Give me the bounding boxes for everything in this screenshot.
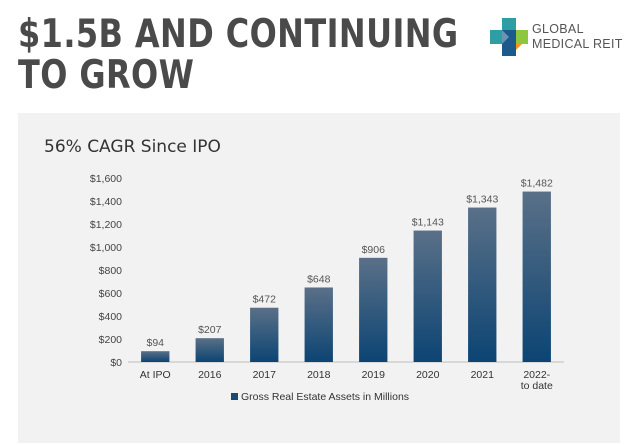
y-tick-label: $0 [110,357,122,369]
chart-legend: Gross Real Estate Assets in Millions [0,391,640,403]
bars [141,191,551,362]
y-tick-label: $1,000 [90,242,122,254]
chart-panel [18,113,620,443]
legend-swatch [230,392,238,400]
data-label: $648 [307,273,331,285]
bar [304,287,333,362]
bar [522,191,551,362]
bar [413,230,442,362]
category-label: 2019 [362,369,386,381]
bar [195,338,224,362]
data-label: $94 [146,337,164,349]
y-tick-label: $1,400 [90,196,122,208]
headline-line-2: TO GROW [18,53,195,98]
headline-line-1: $1.5B AND CONTINUING [18,12,459,57]
bar [250,307,279,362]
category-label: 2017 [253,369,277,381]
category-label: 2022-to date [521,369,553,392]
logo-line-2: MEDICAL REIT [532,37,623,51]
data-label: $1,482 [521,178,553,190]
headline: $1.5B AND CONTINUING TO GROW [18,14,459,96]
y-tick-label: $1,200 [90,219,122,231]
company-logo: GLOBAL MEDICAL REIT [488,16,628,60]
logo-line-1: GLOBAL [532,22,584,36]
category-label: At IPO [140,369,171,381]
y-tick-label: $400 [99,311,123,323]
bar [468,207,497,362]
category-label: 2016 [198,369,222,381]
bar [141,351,170,362]
category-labels: At IPO 2016 2017 2018 2019 2020 2021 2022-to da… [140,369,553,392]
category-label: 2021 [471,369,495,381]
cross-logo-icon [490,18,528,56]
data-label: $1,143 [412,217,444,229]
data-label: $906 [362,244,386,256]
y-tick-label: $600 [99,288,123,300]
data-label: $472 [253,294,277,306]
category-label: 2018 [307,369,331,381]
category-label: 2020 [416,369,440,381]
logo-wordmark: GLOBAL MEDICAL REIT [532,22,623,52]
bar [359,257,388,362]
data-labels: $94 $207 $472 $648 $906 $1,143 $1,343 $1,482 [146,178,552,350]
legend-label: Gross Real Estate Assets in Millions [240,391,410,403]
y-axis-labels: $0 $200 $400 $600 $800 $1,000 $1,200 $1,400 $1,6… [90,173,122,369]
y-tick-label: $800 [99,265,123,277]
data-label: $1,343 [466,194,498,206]
chart-title: 56% CAGR Since IPO [44,137,221,157]
y-tick-label: $1,600 [90,173,122,185]
data-label: $207 [198,324,222,336]
y-tick-label: $200 [99,334,123,346]
